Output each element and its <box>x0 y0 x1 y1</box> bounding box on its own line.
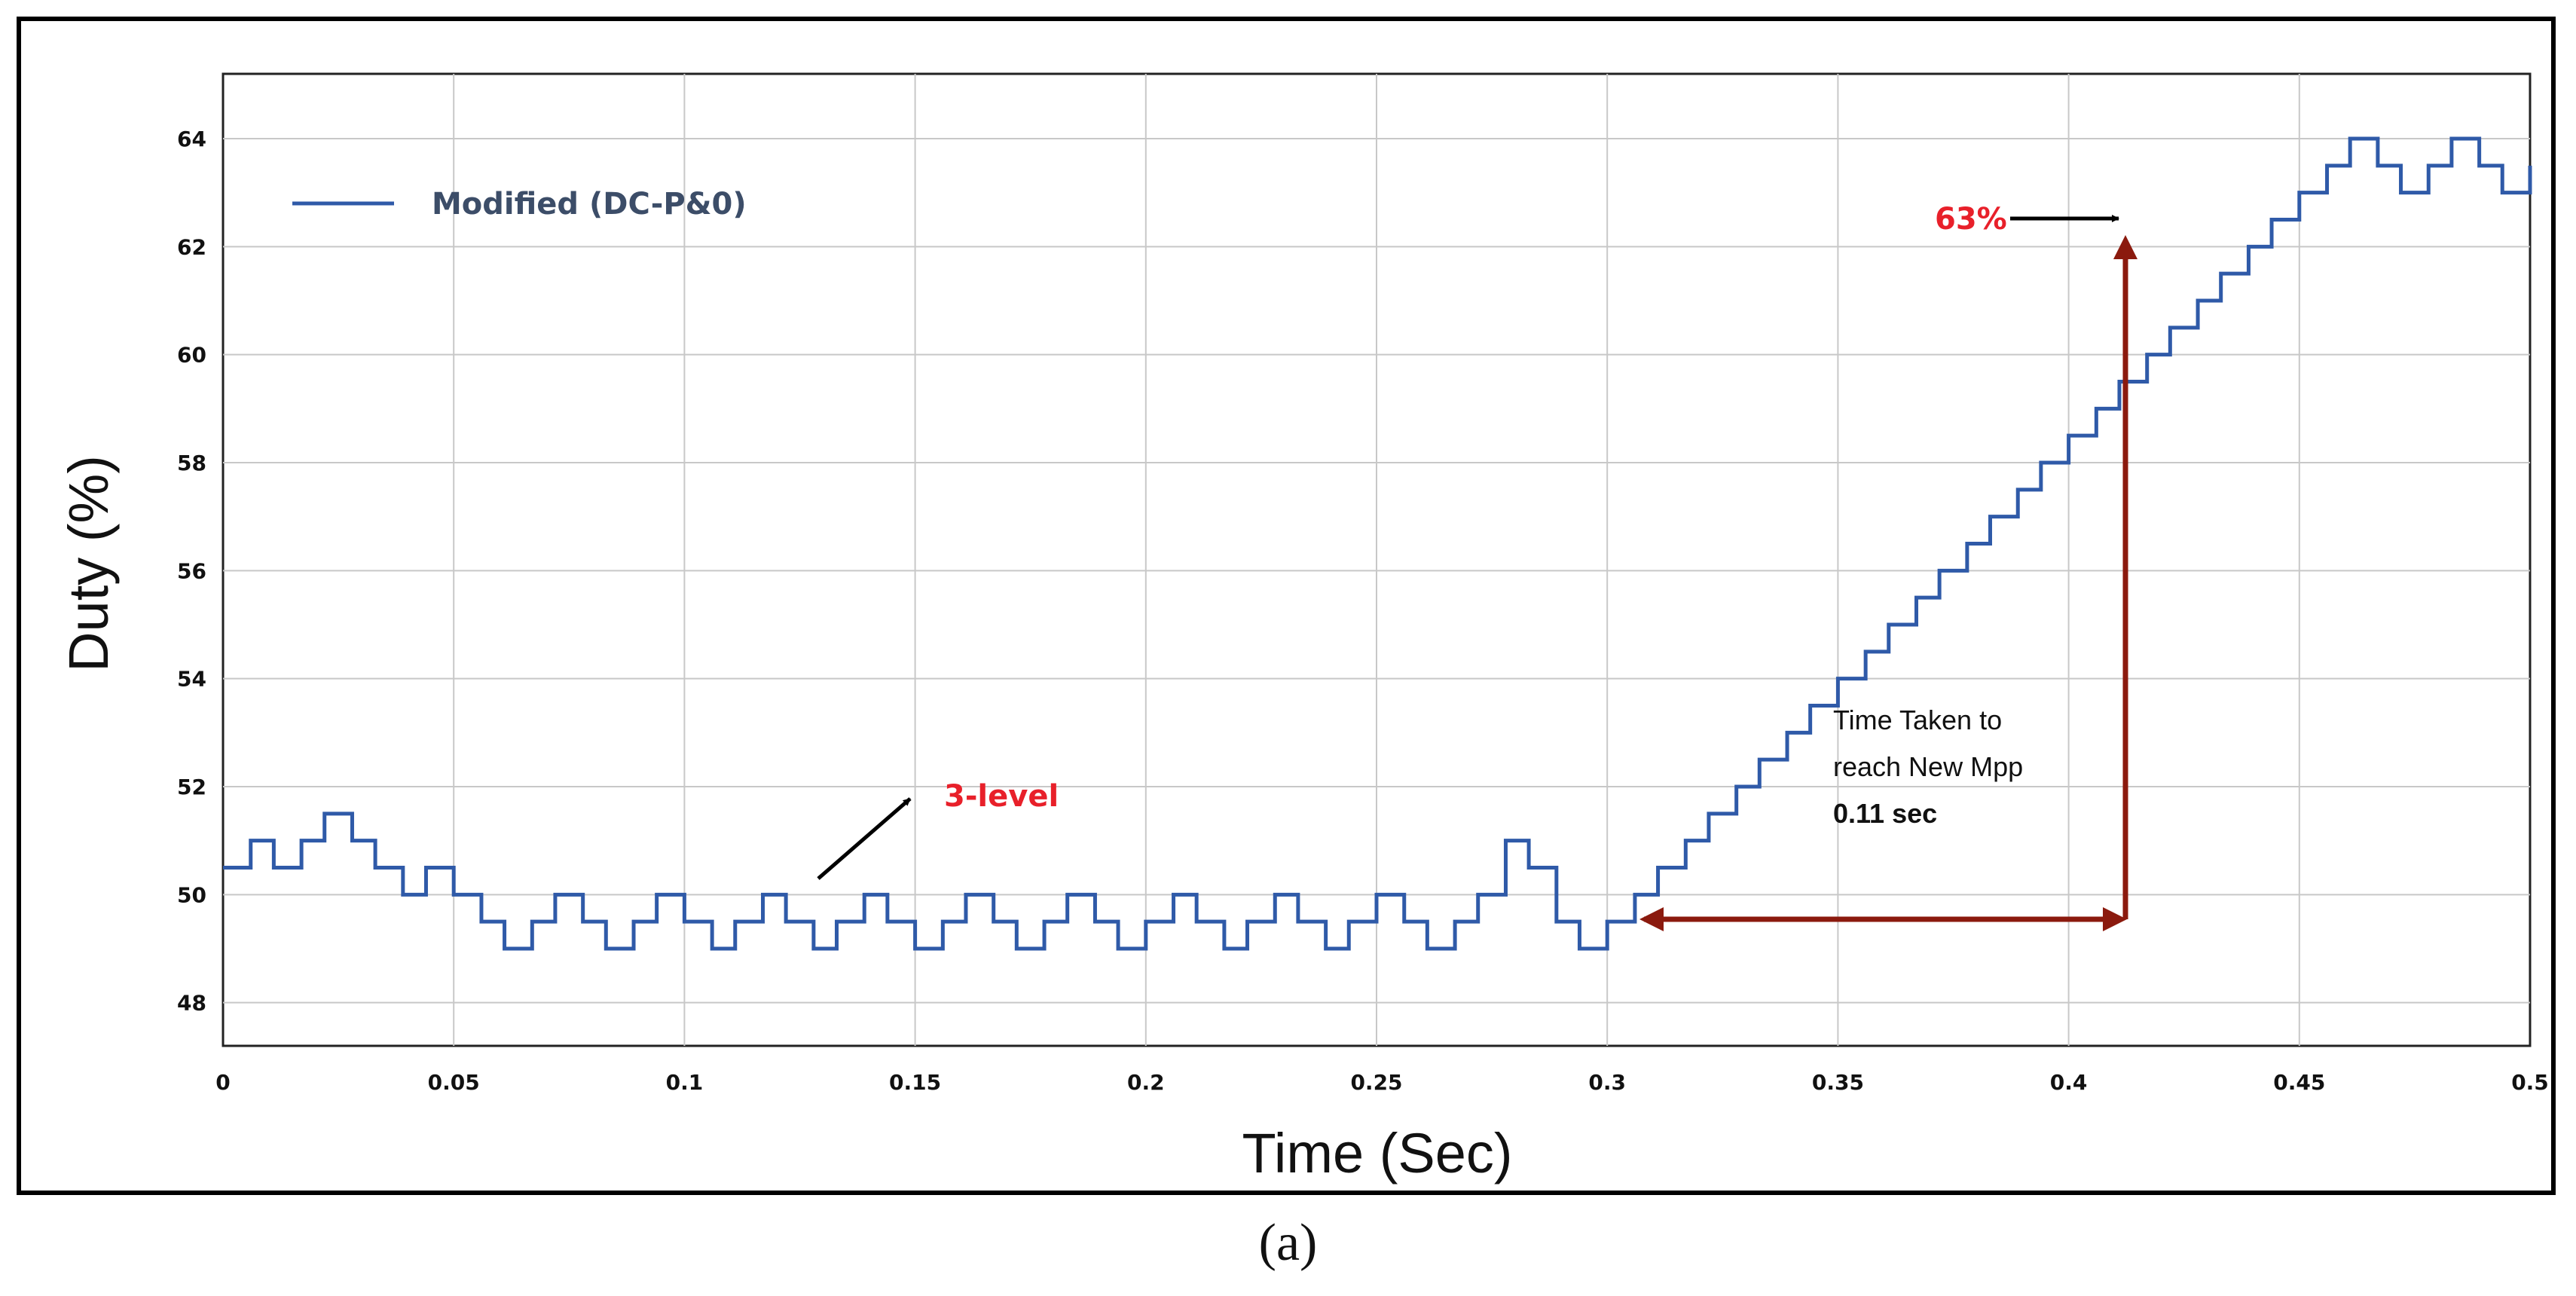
y-tick-label: 62 <box>177 234 206 259</box>
x-tick-label: 0 <box>215 1070 230 1095</box>
x-tick-label: 0.25 <box>1350 1070 1402 1095</box>
legend-label: Modified (DC-P&0) <box>432 187 747 222</box>
x-tick-labels: 0 0.05 0.1 0.15 0.2 0.25 0.3 0.35 0.4 0.45 0.5 <box>215 1070 2549 1095</box>
y-tick-label: 64 <box>177 127 206 151</box>
x-tick-label: 0.5 <box>2511 1070 2549 1095</box>
time-span-arrow-head-left <box>1639 907 1664 931</box>
x-tick-label: 0.3 <box>1588 1070 1626 1095</box>
x-tick-label: 0.45 <box>2273 1070 2325 1095</box>
y-tick-label: 58 <box>177 451 206 475</box>
y-tick-label: 50 <box>177 882 206 907</box>
time-taken-line1: Time Taken to <box>1833 705 2002 735</box>
y-tick-label: 56 <box>177 558 206 583</box>
duty-chart: 48 50 52 54 56 58 60 62 64 0 0.05 0.1 0.15 0.2 0.25 0.… <box>57 72 2549 1184</box>
figure-caption: (a) <box>1258 1214 1318 1272</box>
y-tick-label: 54 <box>177 667 206 692</box>
y-tick-label: 52 <box>177 775 206 799</box>
legend: Modified (DC-P&0) <box>292 187 747 222</box>
series-line-modified <box>223 136 2532 951</box>
y-tick-label: 60 <box>177 343 206 368</box>
y-tick-label: 48 <box>177 991 206 1016</box>
annotation-time-taken: Time Taken to reach New Mpp 0.11 sec <box>1639 235 2137 931</box>
time-taken-line2: reach New Mpp <box>1833 751 2023 782</box>
annotation-63: 63% <box>1935 202 2119 237</box>
time-taken-value: 0.11 sec <box>1833 798 1937 829</box>
x-tick-label: 0.15 <box>889 1070 941 1095</box>
y-tick-labels: 48 50 52 54 56 58 60 62 64 <box>177 127 206 1016</box>
rise-arrow-head <box>2113 235 2137 259</box>
annotation-label-63: 63% <box>1935 202 2007 237</box>
annotation-arrow-3-level <box>817 797 912 880</box>
x-tick-label: 0.4 <box>2050 1070 2088 1095</box>
x-tick-label: 0.1 <box>666 1070 704 1095</box>
chart-frame: 48 50 52 54 56 58 60 62 64 0 0.05 0.1 0.15 0.2 0.25 0.… <box>17 17 2556 1195</box>
x-tick-label: 0.05 <box>428 1070 480 1095</box>
x-axis-title: Time (Sec) <box>1242 1122 1512 1184</box>
time-span-arrow-head-right <box>2103 907 2127 931</box>
annotation-label-3-level: 3-level <box>944 779 1059 814</box>
x-tick-label: 0.2 <box>1127 1070 1165 1095</box>
y-axis-title: Duty (%) <box>57 455 120 672</box>
annotation-3-level: 3-level <box>817 779 1059 880</box>
x-tick-label: 0.35 <box>1812 1070 1864 1095</box>
